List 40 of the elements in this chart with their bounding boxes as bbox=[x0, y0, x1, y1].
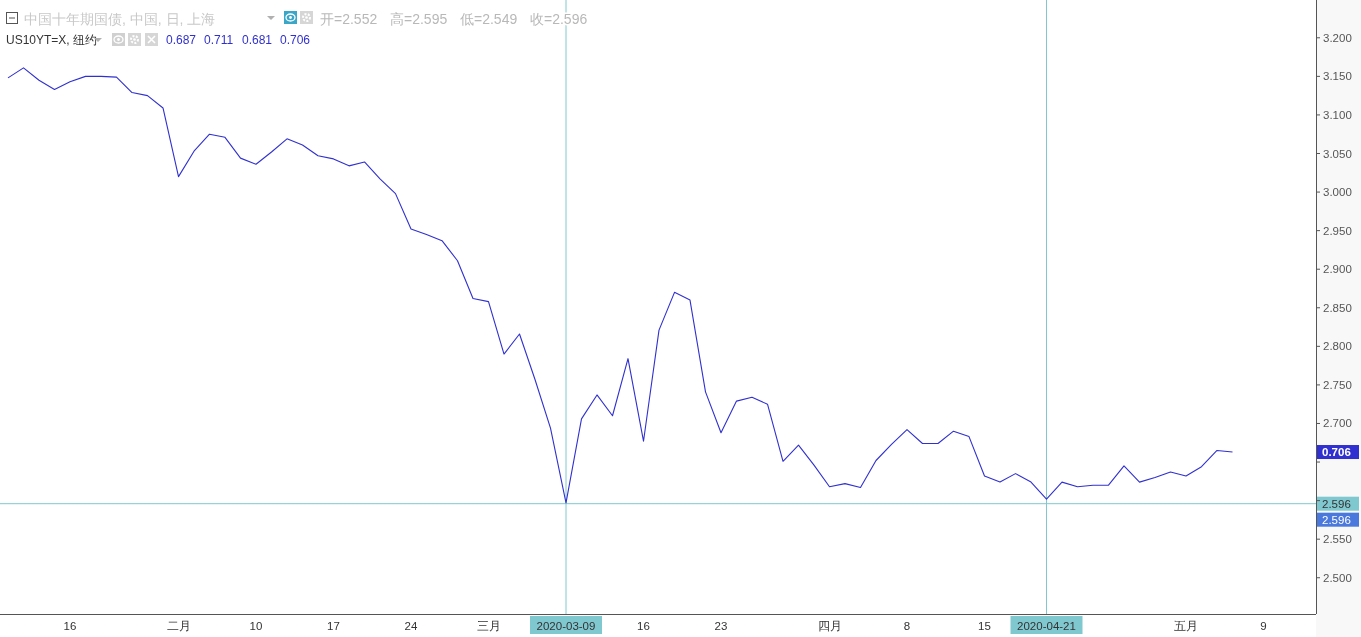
x-tick-label: 2020-04-21 bbox=[1017, 620, 1076, 632]
annotation: 开=2.552 bbox=[320, 11, 378, 27]
text: US10YT=X, 纽约 bbox=[6, 33, 98, 47]
text: 2.596 bbox=[1322, 513, 1351, 526]
y-tick-label: 2.950 bbox=[1323, 224, 1352, 237]
y-tick-label: 3.050 bbox=[1323, 147, 1352, 160]
x-tick-label: 15 bbox=[978, 620, 991, 632]
y-tick-label: 3.100 bbox=[1323, 108, 1352, 121]
y-tick-label: 2.700 bbox=[1323, 417, 1352, 430]
annotation: 0.711 bbox=[204, 33, 234, 47]
y-tick-label: 3.150 bbox=[1323, 70, 1352, 83]
x-tick-label: 2020-03-09 bbox=[536, 620, 596, 632]
y-tick-label: 2.850 bbox=[1323, 301, 1352, 314]
y-tick-label: 3.000 bbox=[1323, 186, 1352, 199]
x-tick-label: 24 bbox=[404, 620, 418, 632]
x-tick-label: 二月 bbox=[166, 620, 191, 632]
annotation: 0.681 bbox=[242, 33, 273, 47]
x-tick-label: 8 bbox=[903, 620, 911, 632]
annotation: 0.706 bbox=[1322, 446, 1351, 459]
x-tick-label: 10 bbox=[249, 620, 263, 632]
x-tick-label: 9 bbox=[1260, 620, 1267, 632]
y-tick-label: 2.750 bbox=[1323, 378, 1352, 391]
x-tick-label: 16 bbox=[63, 620, 77, 632]
y-tick-label: 3.200 bbox=[1323, 31, 1352, 44]
annotation: 低=2.549 bbox=[460, 11, 518, 27]
line-series bbox=[7, 67, 1234, 504]
y-tick-label: 2.500 bbox=[1323, 571, 1352, 584]
x-tick-label: 三月 bbox=[476, 620, 501, 632]
x-tick-label: 23 bbox=[714, 620, 728, 632]
x-tick-label: 16 bbox=[637, 620, 650, 632]
x-tick-label: 17 bbox=[327, 620, 340, 632]
ref-line-label: 2.596 bbox=[1322, 497, 1351, 510]
y-tick-label: 2.550 bbox=[1323, 533, 1352, 546]
x-tick-label: 四月 bbox=[817, 620, 842, 632]
annotation: 高=2.595 bbox=[390, 11, 448, 27]
x-tick-label: 五月 bbox=[1174, 620, 1198, 632]
y-tick-label: 2.900 bbox=[1323, 263, 1352, 276]
annotation: 0.687 bbox=[166, 33, 197, 47]
y-tick-label: 2.800 bbox=[1323, 340, 1352, 353]
annotation: 0.706 bbox=[280, 33, 311, 47]
